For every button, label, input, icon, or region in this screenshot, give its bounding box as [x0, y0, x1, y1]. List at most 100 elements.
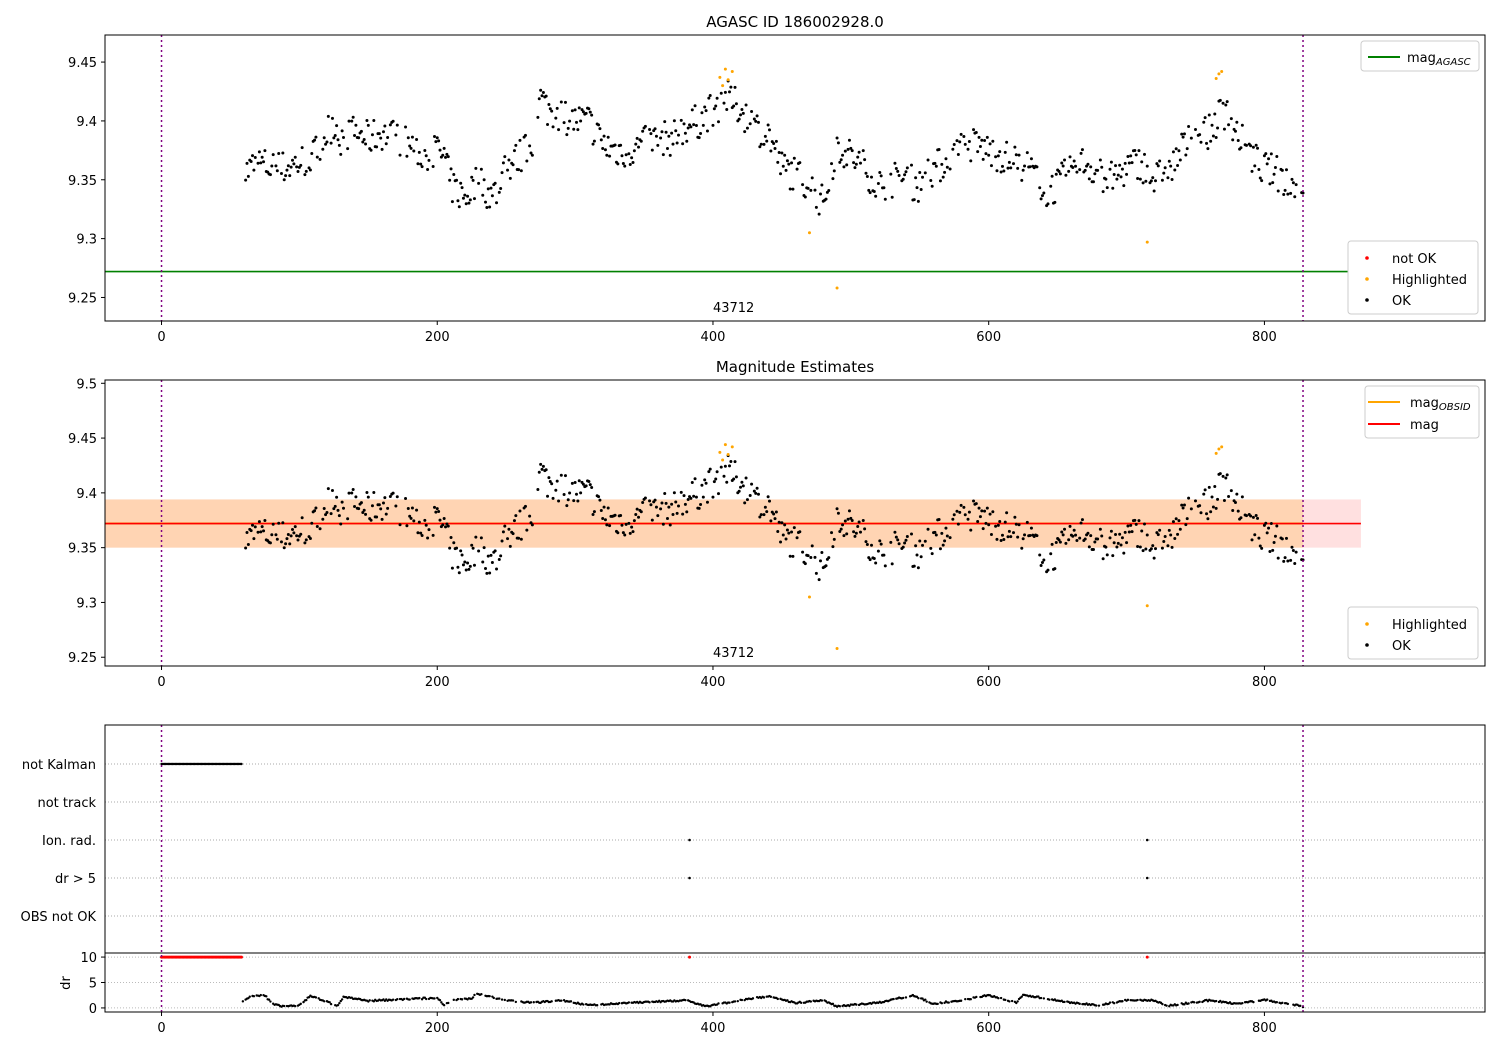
- ok-point: [295, 165, 299, 169]
- ok-point: [351, 487, 355, 491]
- ok-point: [795, 167, 799, 171]
- ok-point: [405, 154, 409, 158]
- ok-point: [485, 205, 489, 209]
- ok-point: [277, 152, 281, 156]
- ok-point: [479, 536, 483, 540]
- ok-point: [426, 167, 430, 171]
- ok-point: [559, 473, 563, 477]
- x-tick-label: 0: [157, 675, 165, 690]
- ok-point: [635, 136, 639, 140]
- ok-point: [333, 504, 337, 508]
- dr-point: [776, 997, 779, 1001]
- ok-point: [568, 491, 572, 495]
- dr-point: [917, 996, 920, 1000]
- ok-point: [758, 145, 762, 149]
- ok-point: [654, 134, 658, 138]
- dr-axis-label: dr: [59, 976, 74, 990]
- ok-point: [1239, 516, 1243, 520]
- ok-point: [966, 517, 970, 521]
- x-tick-label: 400: [701, 330, 726, 345]
- ok-point: [704, 109, 708, 113]
- highlighted-point: [835, 646, 839, 650]
- ok-point: [1054, 541, 1058, 545]
- ok-point: [904, 538, 908, 542]
- ok-point: [952, 142, 956, 146]
- ok-point: [1210, 123, 1214, 127]
- ok-point: [404, 125, 408, 129]
- ok-point: [1254, 513, 1258, 517]
- dr-point: [740, 998, 744, 1002]
- ok-point: [251, 154, 255, 158]
- ok-point: [337, 514, 341, 518]
- dr-point: [1016, 1000, 1019, 1003]
- ok-point: [1038, 553, 1042, 557]
- ok-point: [693, 104, 697, 108]
- ok-point: [798, 530, 802, 534]
- ok-point: [934, 533, 938, 537]
- dr-point: [433, 997, 436, 1000]
- ok-point: [817, 578, 821, 582]
- ok-point: [599, 138, 603, 142]
- ok-point: [1013, 515, 1017, 519]
- ok-point: [682, 494, 686, 498]
- ok-point: [1280, 168, 1284, 172]
- ok-point: [627, 521, 631, 525]
- ok-point: [1187, 125, 1191, 129]
- ok-point: [606, 135, 610, 139]
- ok-point: [1137, 149, 1141, 153]
- ok-point: [394, 504, 398, 508]
- ok-point: [490, 194, 494, 198]
- ok-point: [667, 134, 671, 138]
- ok-point: [977, 135, 981, 139]
- ok-point: [1112, 173, 1116, 177]
- ok-point: [483, 566, 487, 570]
- ok-point: [268, 541, 272, 545]
- ok-point: [525, 528, 529, 532]
- ok-point: [271, 153, 275, 157]
- ok-point: [488, 571, 492, 575]
- ok-point: [1061, 164, 1065, 168]
- ok-point: [405, 524, 409, 528]
- ok-point: [621, 531, 625, 535]
- ok-point: [394, 133, 398, 137]
- ok-point: [685, 510, 689, 514]
- dr-point: [684, 998, 687, 1002]
- ok-point: [1000, 164, 1004, 168]
- ok-point: [978, 515, 982, 519]
- ok-point: [336, 508, 340, 512]
- ok-point: [682, 122, 686, 126]
- ok-point: [1202, 492, 1206, 496]
- ok-point: [512, 149, 516, 153]
- ok-point: [857, 520, 861, 524]
- ok-point: [659, 507, 663, 511]
- ok-point: [689, 496, 693, 500]
- ok-point: [483, 200, 487, 204]
- ok-point: [554, 116, 558, 120]
- dr-point: [532, 1001, 535, 1004]
- ok-point: [861, 518, 865, 522]
- ok-point: [1229, 489, 1233, 493]
- ok-point: [854, 162, 858, 166]
- ok-point: [969, 159, 973, 163]
- ok-point: [940, 162, 944, 166]
- ok-point: [905, 535, 909, 539]
- ok-point: [1116, 541, 1120, 545]
- ok-point: [1122, 184, 1126, 188]
- dr-point: [940, 1002, 944, 1005]
- ok-point: [648, 499, 652, 503]
- ok-point: [1294, 550, 1298, 554]
- ok-point: [878, 539, 882, 543]
- ok-point: [1225, 100, 1229, 104]
- ok-point: [386, 136, 390, 140]
- ok-point: [1187, 496, 1191, 500]
- ok-point: [546, 494, 550, 498]
- ok-point: [750, 482, 754, 486]
- dr-point: [924, 998, 927, 1001]
- ok-point: [1126, 524, 1130, 528]
- ok-point: [467, 567, 471, 571]
- ok-point: [468, 564, 472, 568]
- ok-point: [321, 147, 325, 151]
- dr-point: [1020, 995, 1023, 998]
- ok-point: [699, 503, 703, 507]
- ok-point: [1025, 520, 1029, 524]
